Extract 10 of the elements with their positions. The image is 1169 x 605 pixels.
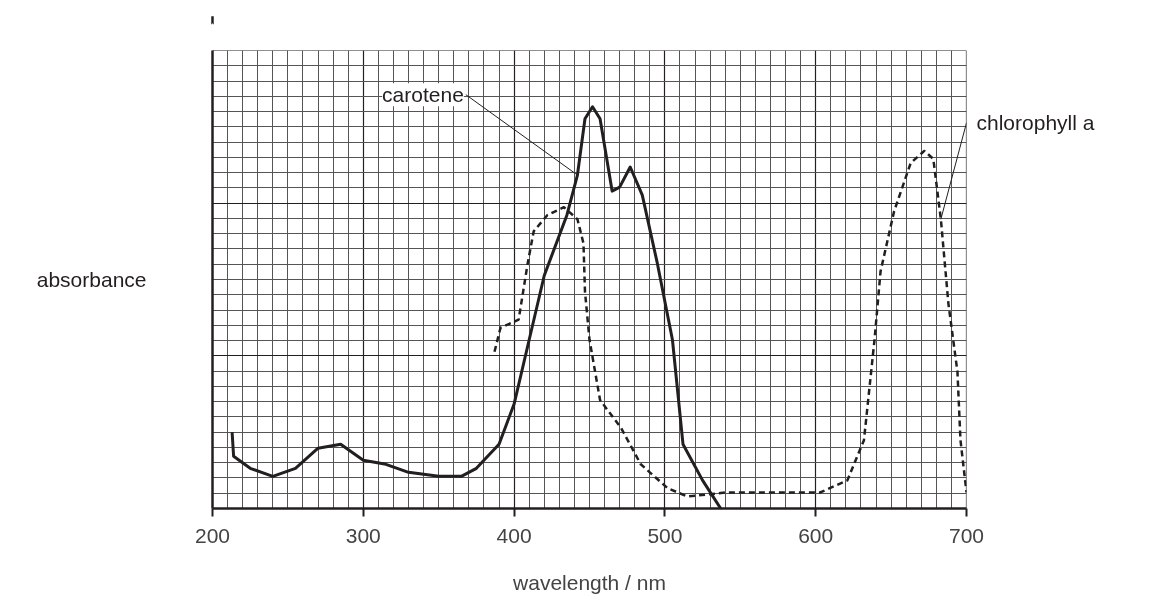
x-tick-label: 500 (647, 523, 683, 547)
x-tick-label: 700 (948, 523, 985, 547)
x-tick-label: 200 (194, 523, 231, 547)
x-axis-title: wavelength / nm (512, 570, 666, 594)
x-tick-label: 400 (496, 523, 532, 547)
x-tick-label: 600 (798, 523, 834, 547)
text: chlorophyll a (976, 111, 1095, 135)
text: carotene (382, 83, 464, 107)
x-tick-label: 300 (345, 523, 381, 547)
y-axis-title: absorbance (36, 268, 147, 291)
